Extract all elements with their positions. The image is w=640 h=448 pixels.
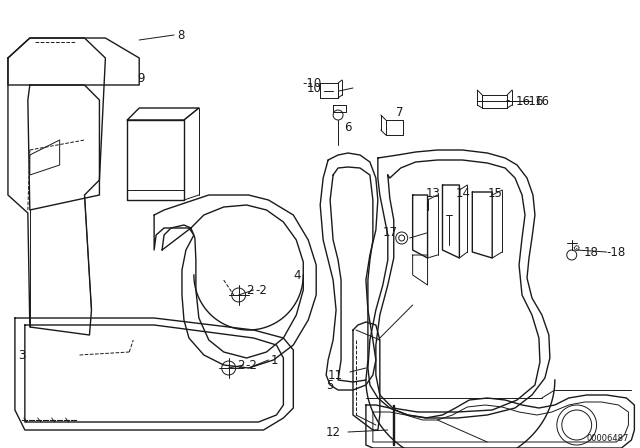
Text: 2: 2 <box>246 284 254 297</box>
Text: 17: 17 <box>383 225 398 238</box>
Text: 11: 11 <box>328 369 343 382</box>
Text: 9: 9 <box>137 72 145 85</box>
Text: 4: 4 <box>293 268 301 281</box>
Text: 12: 12 <box>326 426 341 439</box>
Text: -18: -18 <box>607 246 626 258</box>
Text: ⚙: ⚙ <box>572 244 579 253</box>
Text: -2: -2 <box>255 284 268 297</box>
Text: 00006487: 00006487 <box>587 434 629 443</box>
Text: 1: 1 <box>271 353 278 366</box>
Text: -2: -2 <box>246 358 257 371</box>
Text: 16: 16 <box>535 95 550 108</box>
Text: 3: 3 <box>18 349 25 362</box>
Text: 2: 2 <box>237 358 244 371</box>
Text: 15: 15 <box>487 186 502 199</box>
Text: 6: 6 <box>344 121 351 134</box>
Text: -16: -16 <box>524 95 543 108</box>
Text: 18: 18 <box>584 246 598 258</box>
Text: 14: 14 <box>456 186 470 199</box>
Text: 5: 5 <box>326 379 333 392</box>
Text: -10: -10 <box>302 77 321 90</box>
Text: 8: 8 <box>177 29 184 42</box>
Text: 16: 16 <box>516 95 531 108</box>
Text: 13: 13 <box>426 186 440 199</box>
Text: -: - <box>505 95 509 108</box>
Text: 7: 7 <box>396 105 403 119</box>
Text: 10: 10 <box>307 82 321 95</box>
